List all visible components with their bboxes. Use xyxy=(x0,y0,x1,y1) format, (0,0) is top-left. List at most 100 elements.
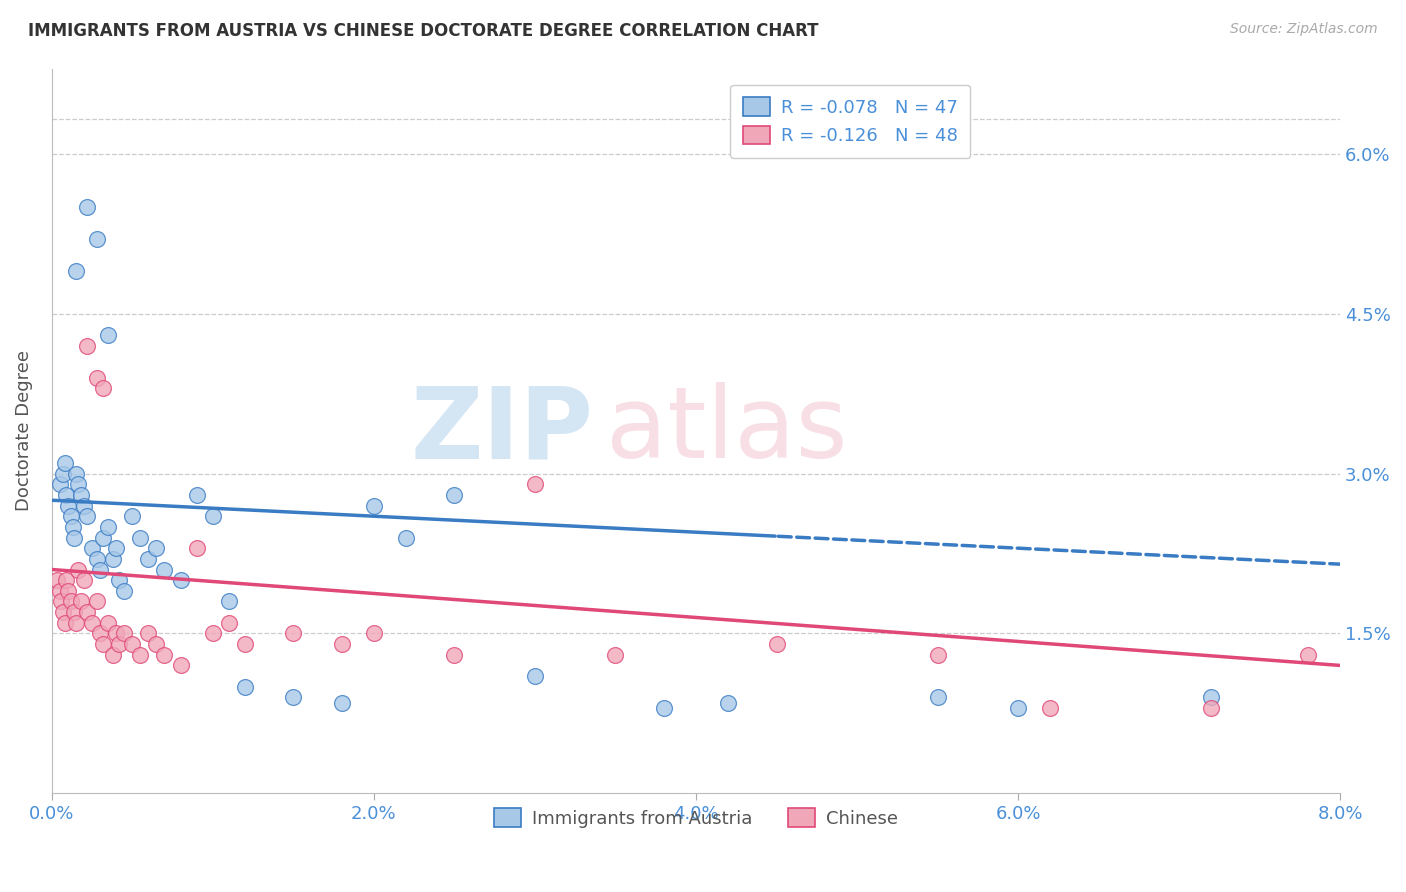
Point xyxy=(443,488,465,502)
Point xyxy=(1201,701,1223,715)
Point xyxy=(443,648,465,662)
Point xyxy=(45,573,67,587)
Point xyxy=(86,370,108,384)
Point xyxy=(105,541,128,556)
Point xyxy=(97,615,120,630)
Point xyxy=(55,573,77,587)
Point xyxy=(233,637,256,651)
Point xyxy=(60,509,83,524)
Point xyxy=(55,488,77,502)
Point xyxy=(76,509,98,524)
Point xyxy=(927,648,949,662)
Point xyxy=(523,477,546,491)
Point xyxy=(330,637,353,651)
Point xyxy=(62,520,84,534)
Point xyxy=(49,477,72,491)
Point xyxy=(717,696,740,710)
Point xyxy=(53,456,76,470)
Point xyxy=(186,541,208,556)
Point xyxy=(153,562,176,576)
Point xyxy=(395,531,418,545)
Point xyxy=(129,531,152,545)
Point xyxy=(523,669,546,683)
Point xyxy=(97,520,120,534)
Point xyxy=(112,626,135,640)
Point xyxy=(53,615,76,630)
Point xyxy=(91,381,114,395)
Point xyxy=(1039,701,1062,715)
Point xyxy=(86,232,108,246)
Y-axis label: Doctorate Degree: Doctorate Degree xyxy=(15,351,32,511)
Point xyxy=(1007,701,1029,715)
Point xyxy=(201,626,224,640)
Point xyxy=(69,488,91,502)
Point xyxy=(63,531,86,545)
Point xyxy=(121,637,143,651)
Text: IMMIGRANTS FROM AUSTRIA VS CHINESE DOCTORATE DEGREE CORRELATION CHART: IMMIGRANTS FROM AUSTRIA VS CHINESE DOCTO… xyxy=(28,22,818,40)
Point xyxy=(169,658,191,673)
Point xyxy=(765,637,787,651)
Point xyxy=(121,509,143,524)
Point xyxy=(112,583,135,598)
Point xyxy=(80,615,103,630)
Point xyxy=(51,594,73,608)
Point xyxy=(73,499,96,513)
Point xyxy=(91,637,114,651)
Point xyxy=(138,626,160,640)
Point xyxy=(76,339,98,353)
Point xyxy=(76,200,98,214)
Point xyxy=(1201,690,1223,705)
Point xyxy=(201,509,224,524)
Point xyxy=(138,552,160,566)
Point xyxy=(66,562,89,576)
Point xyxy=(186,488,208,502)
Point xyxy=(363,626,385,640)
Point xyxy=(108,573,131,587)
Point xyxy=(97,328,120,343)
Point xyxy=(129,648,152,662)
Text: ZIP: ZIP xyxy=(411,383,593,479)
Point xyxy=(218,615,240,630)
Point xyxy=(233,680,256,694)
Point xyxy=(283,690,305,705)
Point xyxy=(330,696,353,710)
Point xyxy=(76,605,98,619)
Point xyxy=(145,541,167,556)
Point xyxy=(63,605,86,619)
Point xyxy=(105,626,128,640)
Point xyxy=(101,648,124,662)
Point xyxy=(65,467,87,481)
Text: atlas: atlas xyxy=(606,383,848,479)
Point xyxy=(101,552,124,566)
Point xyxy=(69,594,91,608)
Point xyxy=(283,626,305,640)
Point xyxy=(65,264,87,278)
Point xyxy=(66,477,89,491)
Legend: Immigrants from Austria, Chinese: Immigrants from Austria, Chinese xyxy=(486,801,905,835)
Point xyxy=(652,701,675,715)
Point xyxy=(927,690,949,705)
Point xyxy=(80,541,103,556)
Point xyxy=(1296,648,1319,662)
Point xyxy=(145,637,167,651)
Point xyxy=(89,626,111,640)
Point xyxy=(108,637,131,651)
Point xyxy=(86,594,108,608)
Point xyxy=(169,573,191,587)
Point xyxy=(86,552,108,566)
Point xyxy=(89,562,111,576)
Point xyxy=(52,467,75,481)
Point xyxy=(52,605,75,619)
Point xyxy=(56,499,79,513)
Point xyxy=(49,583,72,598)
Point xyxy=(153,648,176,662)
Point xyxy=(60,594,83,608)
Point xyxy=(56,583,79,598)
Point xyxy=(65,615,87,630)
Text: Source: ZipAtlas.com: Source: ZipAtlas.com xyxy=(1230,22,1378,37)
Point xyxy=(91,531,114,545)
Point xyxy=(218,594,240,608)
Point xyxy=(363,499,385,513)
Point xyxy=(73,573,96,587)
Point xyxy=(605,648,627,662)
